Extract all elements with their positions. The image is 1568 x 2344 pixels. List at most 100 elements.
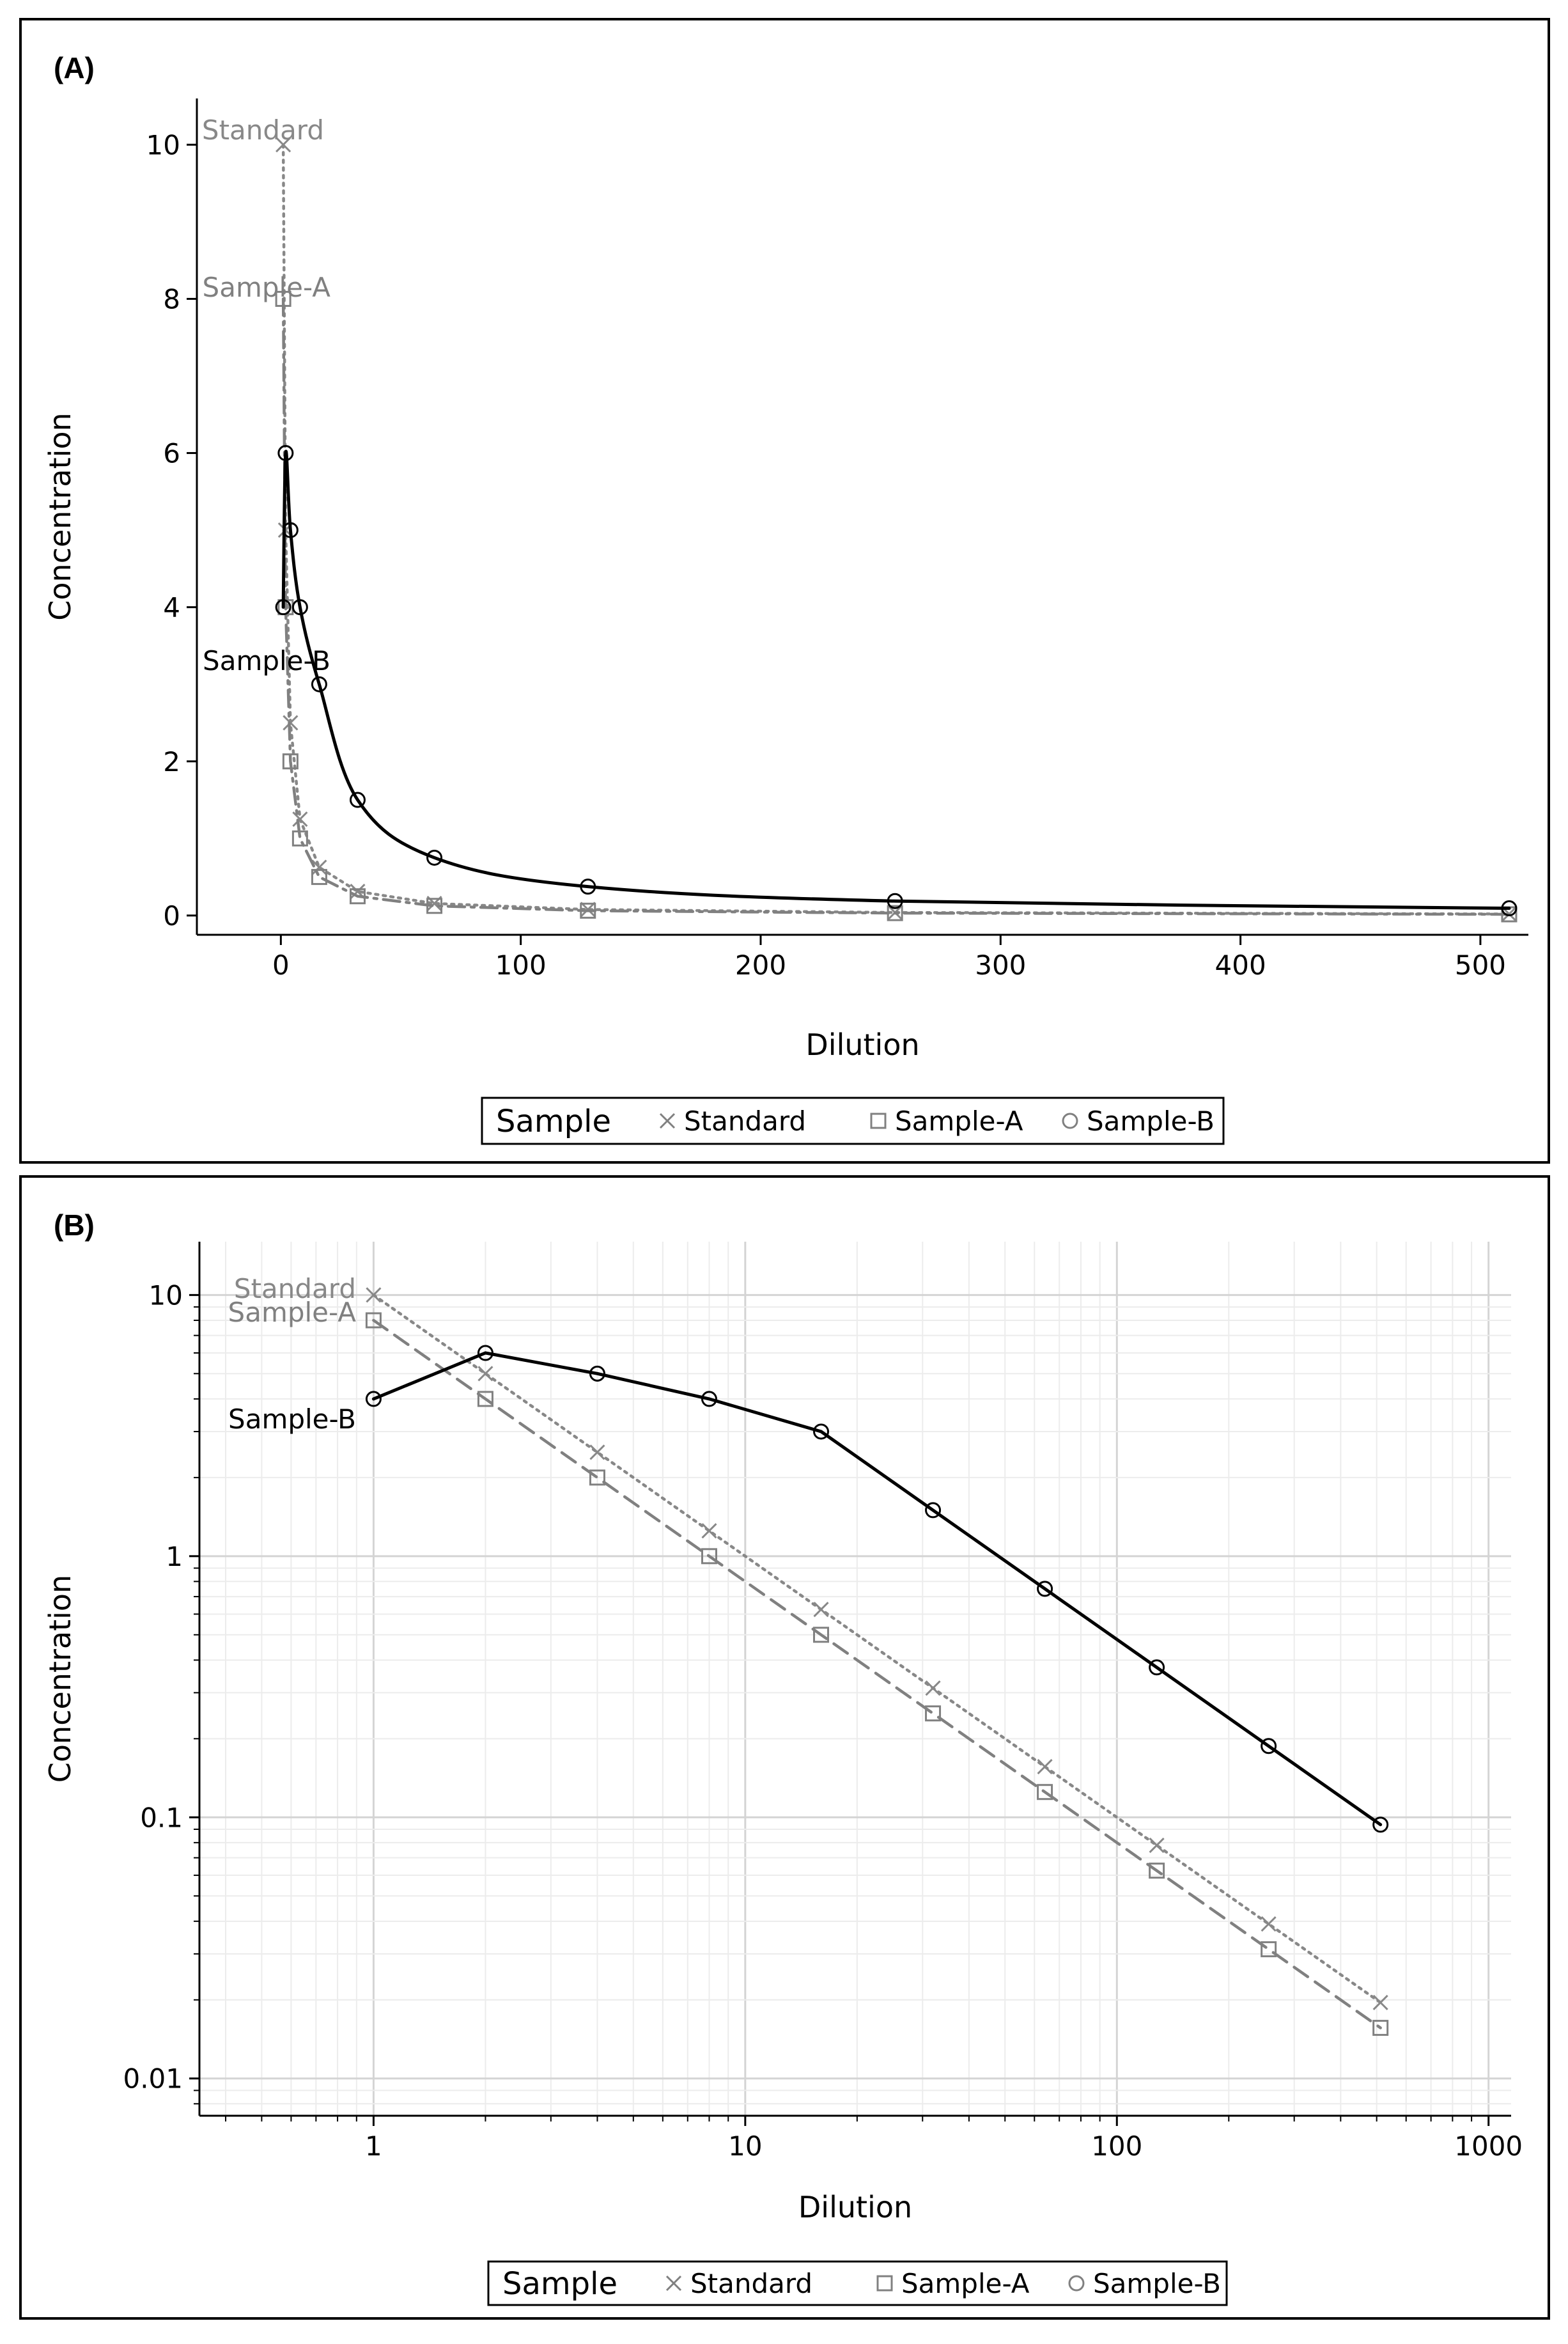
data-point xyxy=(365,1391,382,1407)
data-point xyxy=(1261,1916,1277,1932)
legend: Sample Standard Sample-A Sample-B xyxy=(481,1097,1225,1145)
curve-label: Sample-B xyxy=(203,645,330,676)
x-ticks: 0 100 200 300 400 500 xyxy=(272,935,1506,981)
data-point xyxy=(1372,1994,1388,2011)
x-tick-label: 400 xyxy=(1215,949,1266,981)
y-ticks: 0.01 0.1 1 10 xyxy=(123,1279,199,2105)
legend-marker xyxy=(659,1113,676,1129)
chart-a: (A) 0 100 200 300 400 500 0 2 4 6 8 10 Dilution Concen… xyxy=(43,51,1528,1145)
data-point xyxy=(1261,1941,1277,1958)
legend-label: Standard xyxy=(690,2268,812,2299)
x-tick-label: 100 xyxy=(495,949,547,981)
data-point xyxy=(701,1391,717,1407)
data-point xyxy=(477,1391,493,1407)
data-point xyxy=(1037,1581,1053,1597)
data-point xyxy=(276,137,291,153)
legend-marker xyxy=(1068,2275,1085,2292)
data-point xyxy=(701,1523,717,1539)
data-point xyxy=(426,849,443,866)
legend-marker xyxy=(665,2275,682,2292)
data-point xyxy=(813,1627,830,1643)
legend-box xyxy=(487,2260,1228,2306)
legend-title: Sample xyxy=(502,2266,617,2302)
data-point xyxy=(311,869,327,886)
data-point xyxy=(1037,1784,1053,1801)
curve-label: Standard xyxy=(234,1273,356,1304)
y-tick-label: 8 xyxy=(163,283,180,315)
data-point xyxy=(1149,1659,1165,1676)
data-point xyxy=(925,1680,941,1696)
data-point xyxy=(1372,1817,1389,1833)
data-point xyxy=(477,1366,493,1382)
data-point xyxy=(275,599,291,616)
legend-label: Sample-B xyxy=(1093,2268,1221,2299)
x-tick-label: 10 xyxy=(728,2130,762,2162)
panel-label: (B) xyxy=(54,1208,95,1242)
x-axis-label: Dilution xyxy=(798,2190,912,2224)
data-point xyxy=(580,879,596,895)
series-sample-b xyxy=(275,445,1518,917)
legend-label: Sample-A xyxy=(901,2268,1030,2299)
data-point xyxy=(1501,900,1518,917)
data-point xyxy=(275,290,291,307)
data-point xyxy=(1037,1759,1053,1775)
data-point xyxy=(291,830,308,847)
data-point xyxy=(365,1312,382,1329)
data-point xyxy=(887,905,903,921)
y-tick-label: 6 xyxy=(163,438,180,469)
legend-box xyxy=(481,1097,1225,1145)
data-point xyxy=(282,522,299,538)
x-tick-label: 500 xyxy=(1455,949,1506,981)
legend-marker xyxy=(1062,1113,1078,1129)
data-point xyxy=(701,1548,717,1565)
legend-title: Sample xyxy=(496,1104,611,1139)
series-standard xyxy=(276,137,1518,922)
panel-a: (A) 0 100 200 300 400 500 0 2 4 6 8 10 Dilution Concen… xyxy=(19,18,1550,1164)
data-point xyxy=(366,1287,382,1303)
data-point xyxy=(1261,1738,1277,1754)
data-point xyxy=(1149,1838,1165,1854)
y-tick-label: 4 xyxy=(163,592,180,623)
series-line xyxy=(372,1318,1382,2029)
curve-label: Sample-A xyxy=(228,1297,357,1328)
x-tick-label: 1 xyxy=(365,2130,382,2162)
series-sample-b xyxy=(365,1345,1389,1833)
data-point xyxy=(813,1602,829,1618)
y-tick-label: 0 xyxy=(163,900,180,932)
data-point xyxy=(580,902,596,919)
legend-label: Standard xyxy=(684,1106,806,1137)
y-tick-label: 0.01 xyxy=(123,2063,183,2095)
y-ticks: 0 2 4 6 8 10 xyxy=(146,129,197,932)
panel-label: (A) xyxy=(54,51,95,84)
series-line xyxy=(281,297,1511,916)
curve-label: Sample-B xyxy=(228,1403,356,1435)
x-axis-label: Dilution xyxy=(805,1027,919,1062)
data-point xyxy=(813,1423,830,1440)
legend-label: Sample-B xyxy=(1087,1106,1215,1137)
curve-label: Standard xyxy=(202,114,324,146)
x-tick-label: 1000 xyxy=(1454,2130,1523,2162)
data-point xyxy=(349,888,366,905)
y-tick-label: 10 xyxy=(149,1279,183,1311)
data-point xyxy=(1149,1863,1165,1879)
series-sample-a xyxy=(365,1312,1389,2036)
x-tick-label: 100 xyxy=(1091,2130,1142,2162)
series-line xyxy=(371,1351,1383,1827)
data-point xyxy=(426,898,443,914)
legend-label: Sample-A xyxy=(895,1106,1023,1137)
y-axis-label: Concentration xyxy=(43,1575,77,1783)
data-point xyxy=(282,753,299,770)
data-point xyxy=(1372,2020,1389,2036)
series-line xyxy=(372,1293,1382,2004)
data-point xyxy=(277,445,294,462)
legend-marker xyxy=(870,1113,887,1129)
x-ticks: 1 10 100 1000 xyxy=(225,2116,1523,2162)
series-line xyxy=(281,143,1511,916)
data-point xyxy=(477,1345,493,1361)
x-tick-label: 0 xyxy=(272,949,290,981)
y-axis-label: Concentration xyxy=(43,412,77,620)
data-point xyxy=(925,1502,942,1519)
data-point xyxy=(589,1469,605,1486)
legend-marker xyxy=(876,2275,893,2292)
grid xyxy=(199,1242,1511,2116)
